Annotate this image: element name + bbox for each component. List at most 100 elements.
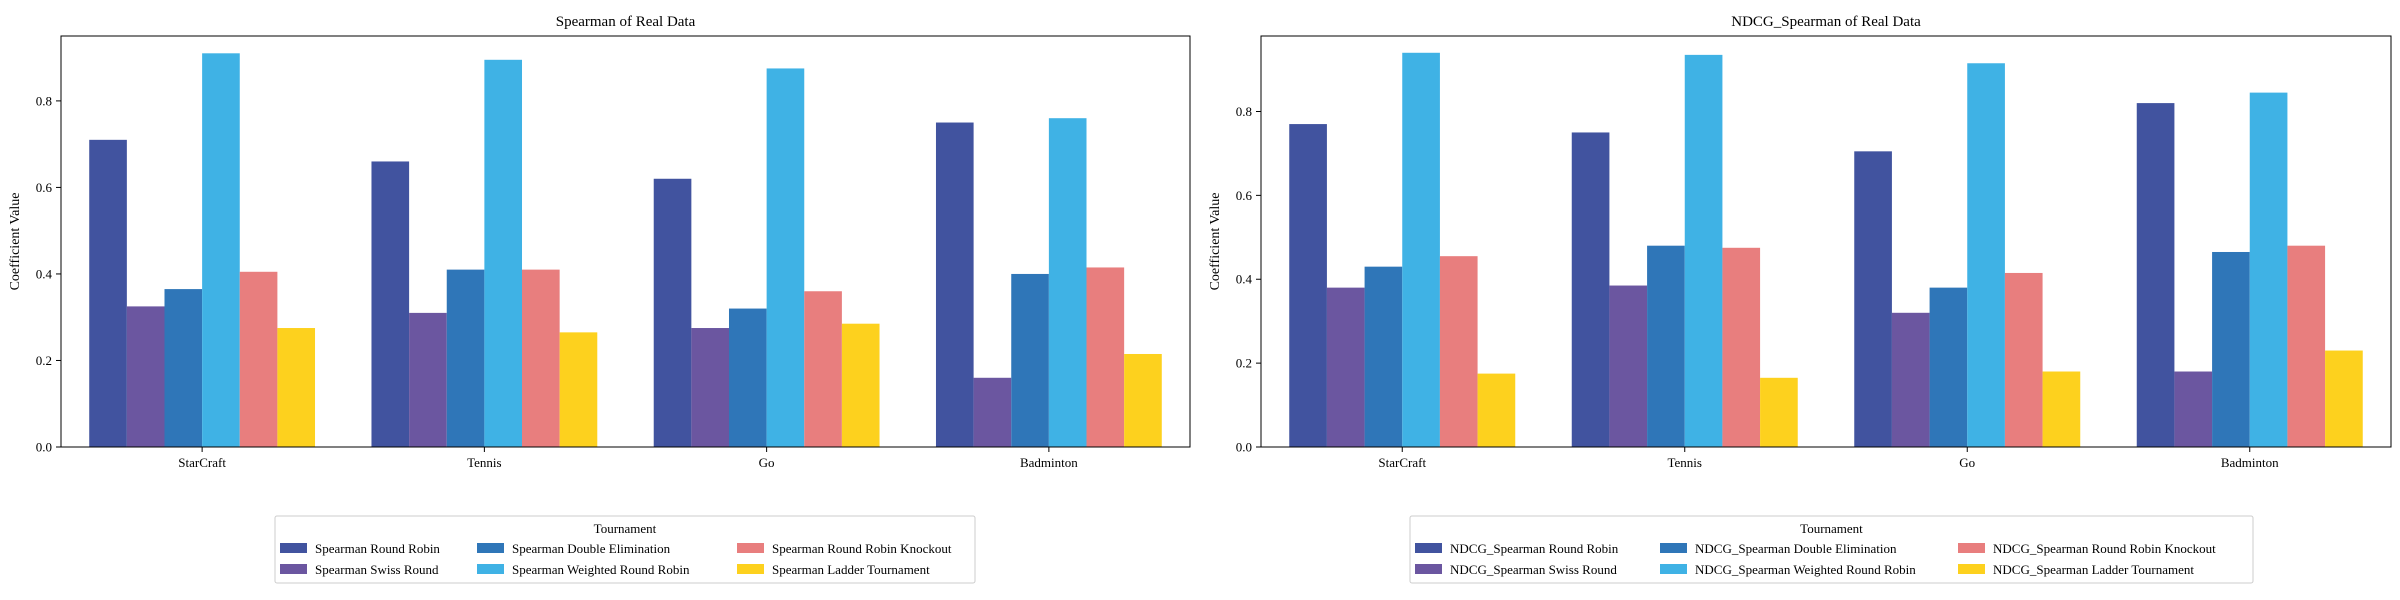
bar-2-5: [841, 323, 880, 447]
legend-swatch-1: [280, 564, 307, 574]
x-tick-label-1: Tennis: [467, 455, 501, 470]
bar-2-1: [1891, 312, 1930, 447]
bar-3-1: [973, 377, 1012, 447]
bar-1-2: [446, 269, 485, 447]
bar-0-1: [126, 306, 165, 447]
bar-0-0: [89, 139, 127, 447]
bar-0-1: [1326, 287, 1365, 447]
bar-3-1: [2174, 371, 2213, 447]
y-tick-label-4: 0.8: [36, 93, 52, 108]
y-tick-label-3: 0.6: [36, 180, 53, 195]
legend-label-4: Spearman Round Robin Knockout: [772, 541, 952, 556]
bar-2-3: [766, 68, 805, 448]
bar-3-4: [2287, 245, 2326, 447]
legend-label-5: NDCG_Spearman Ladder Tournament: [1993, 562, 2194, 577]
bar-2-0: [653, 178, 692, 447]
legend-label-5: Spearman Ladder Tournament: [772, 562, 930, 577]
bar-1-3: [1684, 54, 1723, 448]
bar-0-4: [1439, 256, 1478, 447]
y-axis-label: Coefficient Value: [1208, 193, 1223, 291]
chart-ndcg-spearman: NDCG_Spearman of Real Data 0.0 0.2 0.4 0.6 0.…: [1208, 14, 2392, 584]
x-tick-label-1: Tennis: [1668, 455, 1702, 470]
legend-box: [274, 515, 976, 584]
y-tick-label-4: 0.8: [1236, 104, 1252, 119]
legend-box: [1409, 515, 2254, 584]
x-tick-label-3: Badminton: [2221, 455, 2279, 470]
bar-3-2: [2212, 251, 2250, 447]
chart-title: Spearman of Real Data: [556, 14, 696, 30]
bar-3-5: [2325, 350, 2363, 447]
bar-0-0: [1289, 124, 1327, 448]
bar-3-0: [935, 122, 974, 448]
legend-label-2: NDCG_Spearman Double Elimination: [1695, 541, 1897, 556]
x-tick-label-0: StarCraft: [178, 455, 226, 470]
bar-1-2: [1647, 245, 1685, 447]
legend-swatch-5: [737, 564, 764, 574]
y-tick-label-0: 0.0: [1236, 440, 1252, 455]
bar-1-4: [1722, 247, 1761, 447]
bar-1-3: [484, 59, 523, 447]
legend-swatch-1: [1415, 564, 1442, 574]
bar-3-2: [1011, 273, 1049, 447]
bar-1-1: [409, 312, 447, 447]
legend-title: Tournament: [594, 521, 657, 536]
bar-1-5: [1760, 377, 1798, 447]
x-tick-label-3: Badminton: [1020, 455, 1078, 470]
bar-0-2: [1364, 266, 1403, 447]
y-tick-label-2: 0.4: [1236, 272, 1253, 287]
plot-frame: [1260, 35, 2392, 448]
bar-2-4: [804, 291, 842, 447]
bar-3-4: [1086, 267, 1125, 447]
legend-label-0: NDCG_Spearman Round Robin: [1450, 541, 1619, 556]
bar-0-5: [277, 328, 316, 447]
x-tick-label-0: StarCraft: [1378, 455, 1426, 470]
chart-spearman: Spearman of Real Data 0.0 0.2 0.4 0.6 0.8 Star…: [8, 14, 1191, 584]
bar-1-1: [1609, 285, 1648, 447]
legend-swatch-5: [1958, 564, 1985, 574]
legend-swatch-2: [1660, 543, 1687, 553]
bar-2-3: [1967, 63, 2005, 448]
bar-3-3: [1048, 118, 1087, 447]
legend-swatch-0: [280, 543, 307, 553]
bar-0-3: [202, 53, 240, 447]
bar-2-0: [1854, 151, 1892, 447]
bar-2-2: [728, 308, 767, 447]
y-tick-label-0: 0.0: [36, 440, 52, 455]
bar-0-2: [164, 289, 203, 447]
legend-label-4: NDCG_Spearman Round Robin Knockout: [1993, 541, 2216, 556]
legend-label-3: NDCG_Spearman Weighted Round Robin: [1695, 562, 1916, 577]
bar-2-5: [2042, 371, 2081, 447]
legend-title: Tournament: [1800, 521, 1863, 536]
bar-1-4: [522, 269, 560, 447]
bar-0-4: [239, 271, 278, 447]
y-tick-label-1: 0.2: [1236, 356, 1252, 371]
y-tick-label-2: 0.4: [36, 266, 53, 281]
bar-0-5: [1477, 373, 1516, 447]
legend-swatch-2: [477, 543, 504, 553]
legend-label-2: Spearman Double Elimination: [512, 541, 671, 556]
legend-label-1: Spearman Swiss Round: [315, 562, 439, 577]
x-tick-label-2: Go: [1959, 455, 1975, 470]
bar-2-4: [2004, 272, 2043, 447]
bar-2-2: [1929, 287, 1968, 447]
plot-frame: [60, 35, 1191, 448]
bar-3-0: [2136, 103, 2175, 447]
bar-0-3: [1402, 52, 1440, 447]
bar-1-0: [1571, 132, 1610, 448]
bar-2-1: [691, 328, 729, 447]
bar-1-5: [559, 332, 598, 447]
legend-swatch-4: [1958, 543, 1985, 553]
legend-swatch-3: [477, 564, 504, 574]
chart-title: NDCG_Spearman of Real Data: [1731, 14, 1921, 30]
legend-label-0: Spearman Round Robin: [315, 541, 440, 556]
y-axis-label: Coefficient Value: [8, 193, 23, 291]
y-tick-label-3: 0.6: [1236, 188, 1253, 203]
y-tick-label-1: 0.2: [36, 353, 52, 368]
legend-label-3: Spearman Weighted Round Robin: [512, 562, 690, 577]
legend-label-1: NDCG_Spearman Swiss Round: [1450, 562, 1617, 577]
legend-swatch-3: [1660, 564, 1687, 574]
legend-swatch-0: [1415, 543, 1442, 553]
x-tick-label-2: Go: [759, 455, 775, 470]
legend-swatch-4: [737, 543, 764, 553]
